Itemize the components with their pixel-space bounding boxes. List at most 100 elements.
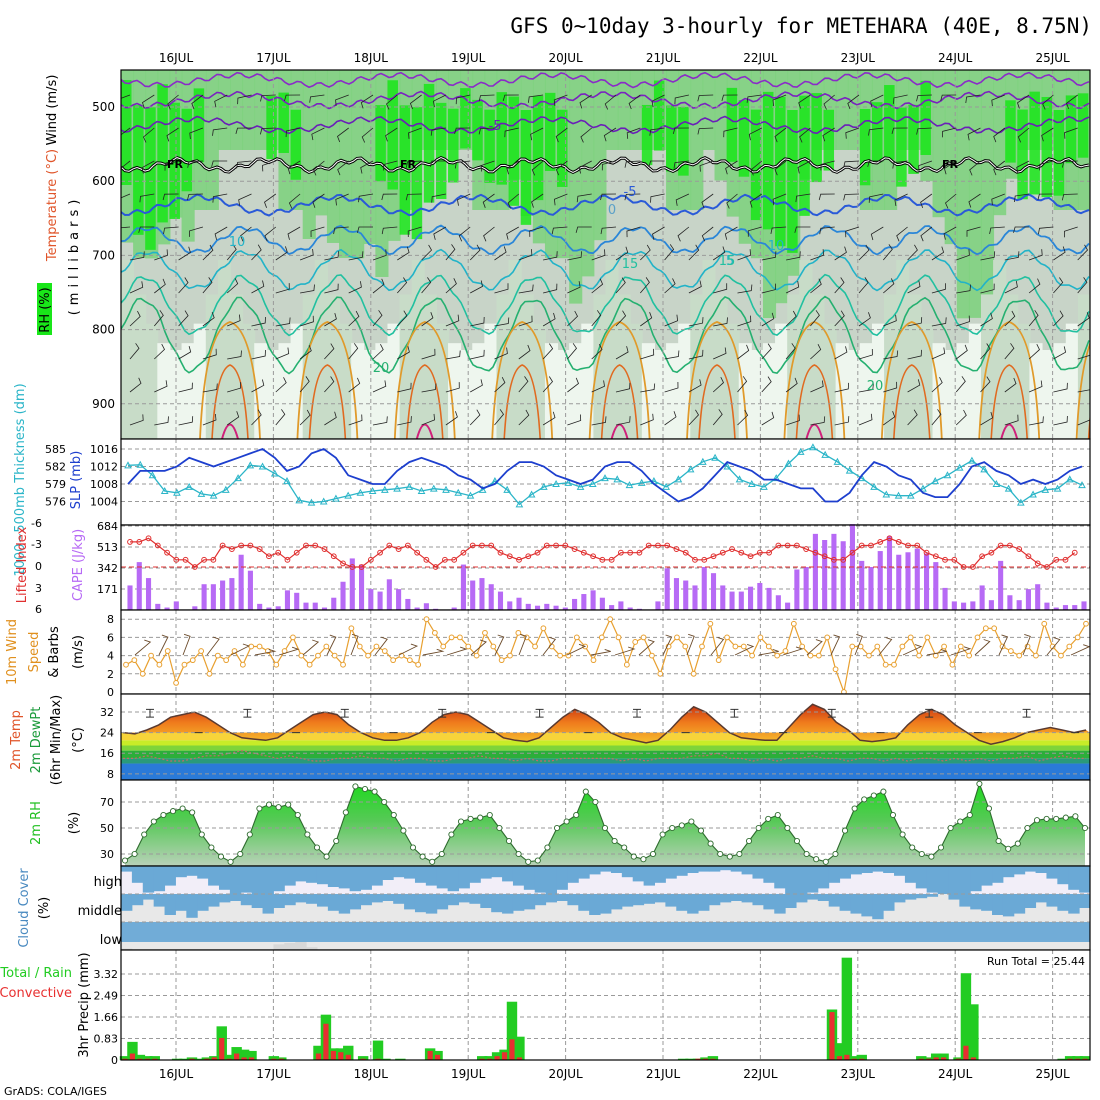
thickness-point [368,486,377,494]
lifted-index-point [266,553,272,560]
rh-band [448,108,459,183]
thickness-tick: 582 [45,461,66,474]
rh-band [569,70,583,304]
wind-barb [1028,249,1043,261]
rh-band [1053,343,1067,439]
thickness-point [894,491,903,499]
cloud-bar [164,894,176,915]
rh-point [899,831,906,838]
wind-barb [1042,94,1054,110]
cloud-bar [730,866,743,872]
wind-barb [845,127,860,139]
wind-barb [445,382,460,393]
wind-speed-point [849,643,856,650]
rh-band [339,323,353,439]
rh-band [1065,95,1077,164]
rh-band [133,105,144,235]
wind-barb [701,193,714,209]
rh-band [423,83,435,203]
wind-barb [626,127,641,139]
wind-barb [227,350,242,360]
wind-barb [945,193,957,209]
cloud-bar [218,866,231,890]
dewpoint-line [123,750,1086,762]
rh-band [787,109,798,253]
wind-barb [956,249,970,261]
temp-color-band [121,732,1090,741]
rh-point [601,824,609,832]
wind-barb [312,193,325,208]
lifted-index-point [349,564,356,570]
thickness-point [552,479,560,487]
wind-barb [202,413,217,426]
cape-bar [766,587,772,610]
precip-panel-bg [121,950,1090,1060]
precip-convective-bar [844,1054,850,1060]
cloud-bar [763,866,775,883]
rh-band [181,108,193,192]
cloud-bar [610,866,623,873]
wind-barb [409,94,422,110]
rh-band [326,70,341,243]
wind-barb [628,94,641,110]
rh-point [745,837,753,845]
cloud-bar [1013,866,1026,875]
temp-color-band [121,758,1090,764]
wind-speed-point [782,648,789,654]
rh-band [738,100,750,177]
wind-barb [649,127,665,136]
wind-barb [761,376,772,393]
rh-point [630,853,637,860]
rh-band [702,260,716,439]
lifted-index-point [414,549,421,556]
cape-bar [757,582,763,610]
wind-barb [648,160,665,167]
cloud-bar [741,866,753,875]
cloud-bar [817,866,830,889]
rh-band [302,70,316,240]
temp-tick: 24 [100,727,114,740]
contour-label: 15 [719,254,736,269]
rh-point [429,858,436,865]
wind-barb [129,310,141,327]
rh-point [611,837,618,845]
thickness-point [344,491,352,499]
contour-label: 20 [867,379,884,394]
wind-barb [794,226,811,233]
cloud-bar [436,894,449,910]
precip-convective-bar [248,1057,255,1060]
wind-barb [542,636,557,656]
cloud-bar [480,894,492,908]
wind-barb [302,639,320,656]
wind-barb [202,277,213,294]
cloud-bar [142,866,155,893]
rh-point [995,837,1002,845]
wind-speed-point [949,661,956,668]
wind-speed-point [148,652,154,659]
rh-band [617,294,631,439]
lifted-index-point [553,542,559,549]
lifted-index-point [1062,556,1069,563]
precip-convective-bar [375,1058,381,1060]
cape-bar [1072,605,1078,610]
wind-barb [664,381,679,393]
lifted-index-point [136,539,143,545]
rh-band [411,107,423,240]
cape-bar [914,548,920,610]
precip-total-bar [856,1054,867,1060]
rh-band [484,323,498,439]
thickness-point [454,488,463,496]
rh-point [150,818,157,825]
cape-bar [340,581,346,610]
wind-barb [139,193,155,203]
wind-barb [614,646,636,656]
cloud-level-label: high [94,875,122,890]
rh-point [774,811,781,819]
rh-point [1014,840,1021,847]
rh-point [246,831,253,838]
cloud-bar [828,866,841,883]
thickness-point [906,491,915,499]
wind-barb [480,160,495,172]
